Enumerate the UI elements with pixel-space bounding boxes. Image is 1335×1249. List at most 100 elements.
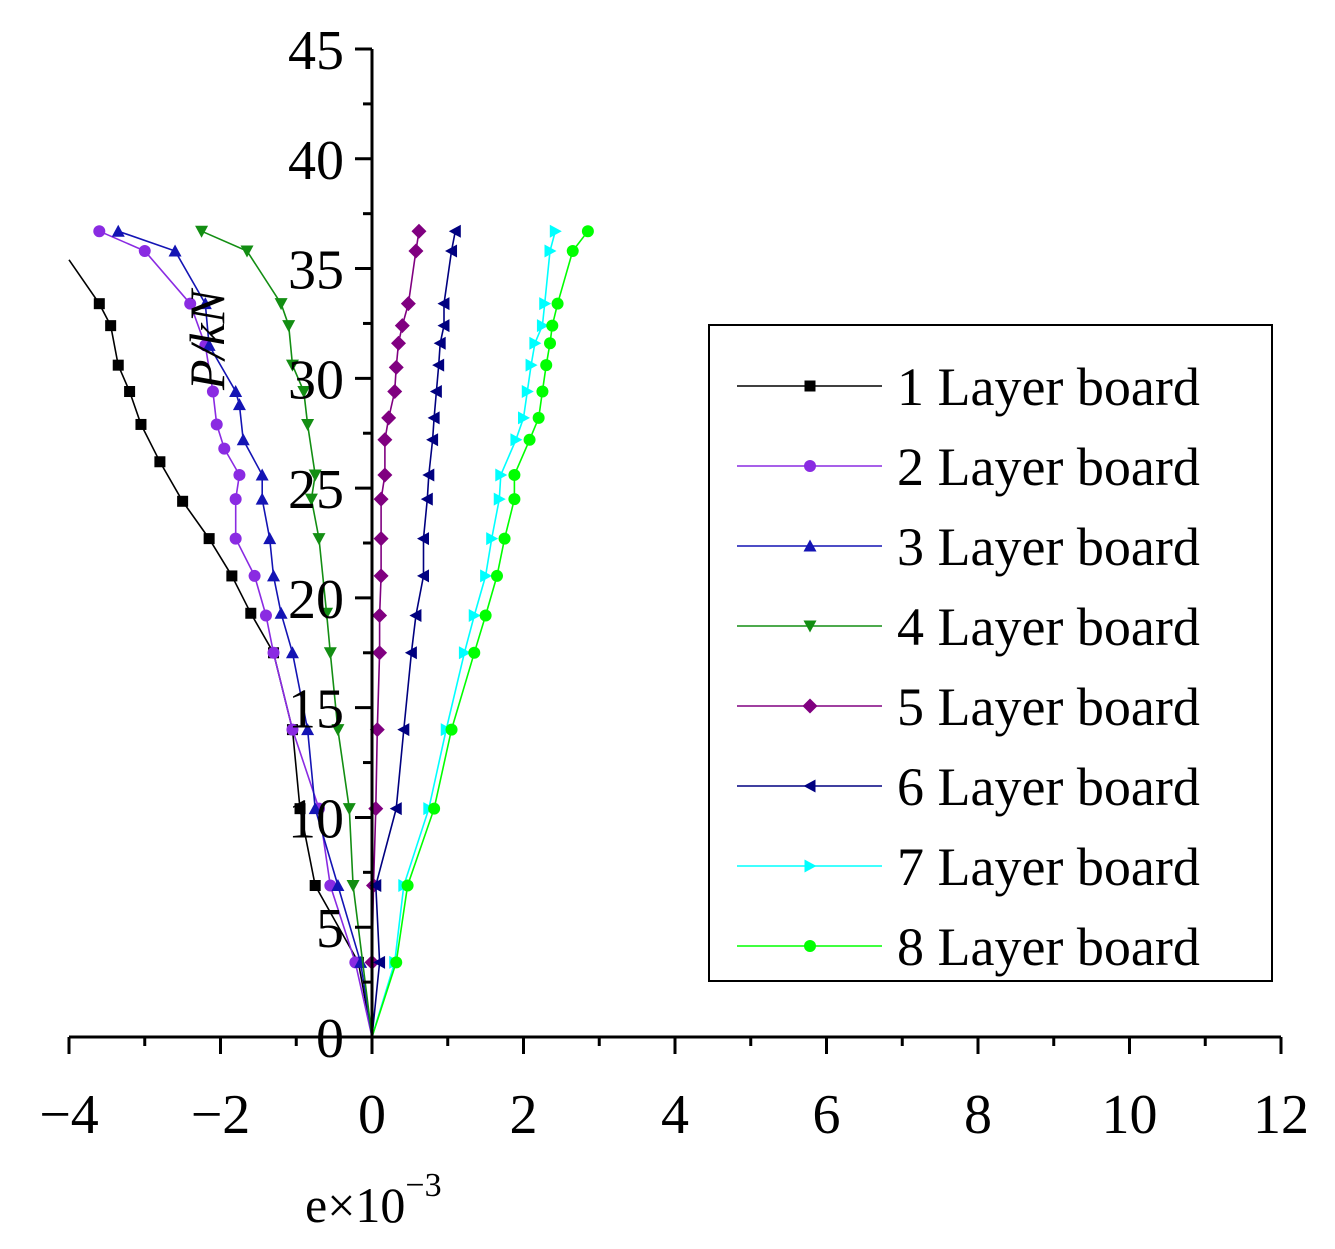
data-point bbox=[372, 645, 388, 661]
data-point bbox=[369, 722, 385, 738]
data-point bbox=[480, 569, 493, 583]
series-8 bbox=[371, 225, 594, 1038]
data-point bbox=[263, 532, 277, 545]
data-point bbox=[218, 442, 231, 455]
data-point bbox=[105, 320, 117, 332]
data-point bbox=[177, 495, 189, 507]
data-point bbox=[422, 468, 435, 482]
data-point bbox=[233, 468, 246, 481]
data-point bbox=[544, 244, 557, 258]
data-point bbox=[354, 955, 368, 968]
x-tick-label: 8 bbox=[964, 1084, 992, 1146]
data-point bbox=[308, 469, 322, 482]
series-line bbox=[371, 231, 457, 1038]
data-point bbox=[468, 608, 481, 622]
data-point bbox=[245, 607, 257, 619]
data-point bbox=[301, 723, 315, 736]
legend-label: 1 Layer board bbox=[897, 357, 1200, 417]
data-point bbox=[391, 335, 407, 351]
x-axis-label-base: e×10 bbox=[305, 1177, 405, 1233]
data-point bbox=[377, 467, 393, 483]
data-point bbox=[135, 418, 147, 430]
data-point bbox=[409, 608, 422, 622]
data-point bbox=[267, 569, 281, 582]
data-point bbox=[390, 956, 403, 969]
y-tick-label: 45 bbox=[288, 20, 344, 82]
data-point bbox=[282, 320, 296, 333]
y-tick-label: 0 bbox=[316, 1008, 344, 1070]
data-point bbox=[803, 620, 817, 633]
x-axis-label: e×10−3 bbox=[305, 1167, 442, 1233]
y-ticks: 0 5 10 15 20 25 30 35 40 45 bbox=[288, 20, 372, 1070]
data-point bbox=[437, 319, 450, 333]
data-point bbox=[309, 880, 321, 892]
data-point bbox=[566, 244, 579, 257]
data-point bbox=[331, 724, 345, 737]
x-axis-label-exponent: −3 bbox=[405, 1167, 441, 1204]
series-line bbox=[371, 231, 420, 1037]
y-tick-label: 40 bbox=[288, 130, 344, 192]
data-point bbox=[401, 879, 414, 892]
x-ticks: −4 −2 0 2 4 6 8 10 12 bbox=[39, 1037, 1309, 1146]
data-point bbox=[184, 297, 197, 310]
y-tick-label: 15 bbox=[288, 679, 344, 741]
data-point bbox=[536, 385, 549, 398]
data-point bbox=[429, 385, 442, 399]
data-point bbox=[226, 570, 238, 582]
data-point bbox=[381, 410, 397, 426]
y-tick-label: 20 bbox=[288, 569, 344, 631]
data-point bbox=[495, 468, 508, 482]
data-point bbox=[168, 244, 182, 257]
legend-label: 4 Layer board bbox=[897, 597, 1200, 657]
data-point bbox=[498, 532, 511, 545]
series-line bbox=[371, 230, 589, 1038]
data-point bbox=[111, 224, 125, 237]
legend-label: 6 Layer board bbox=[897, 757, 1200, 817]
data-point bbox=[274, 606, 288, 619]
data-point bbox=[420, 492, 433, 506]
data-point bbox=[525, 358, 538, 372]
data-point bbox=[486, 532, 499, 546]
data-point bbox=[308, 802, 322, 815]
data-point bbox=[479, 609, 492, 622]
y-tick-label: 35 bbox=[288, 240, 344, 302]
data-point bbox=[369, 879, 382, 893]
data-point bbox=[445, 723, 458, 736]
data-point bbox=[388, 359, 404, 375]
data-point bbox=[508, 493, 521, 506]
data-point bbox=[229, 532, 242, 545]
x-tick-label: 2 bbox=[510, 1084, 538, 1146]
data-point bbox=[387, 384, 403, 400]
data-point bbox=[294, 803, 306, 815]
data-point bbox=[549, 224, 562, 238]
data-point bbox=[803, 779, 816, 793]
y-axis-label: P/kN bbox=[179, 287, 235, 391]
data-point bbox=[195, 225, 209, 238]
x-tick-label: 10 bbox=[1102, 1084, 1158, 1146]
data-point bbox=[551, 297, 564, 310]
legend-label: 5 Layer board bbox=[897, 677, 1200, 737]
data-point bbox=[417, 569, 430, 583]
series-line bbox=[117, 230, 373, 1038]
data-point bbox=[286, 723, 299, 736]
series-line bbox=[371, 230, 557, 1038]
data-point bbox=[411, 223, 427, 239]
data-point bbox=[546, 319, 559, 332]
data-point bbox=[255, 468, 269, 481]
data-point bbox=[373, 568, 389, 584]
data-point bbox=[544, 337, 557, 350]
data-point bbox=[518, 411, 530, 425]
data-point bbox=[203, 533, 215, 545]
data-point bbox=[417, 532, 430, 546]
data-point bbox=[372, 607, 388, 623]
series-6 bbox=[369, 224, 461, 1038]
data-point bbox=[802, 698, 818, 714]
data-point bbox=[433, 336, 446, 350]
data-point bbox=[394, 318, 410, 334]
data-point bbox=[427, 411, 440, 425]
y-tick-label: 25 bbox=[288, 459, 344, 521]
data-point bbox=[323, 647, 337, 660]
data-point bbox=[458, 646, 471, 660]
data-point bbox=[428, 802, 441, 815]
data-point bbox=[304, 493, 318, 506]
